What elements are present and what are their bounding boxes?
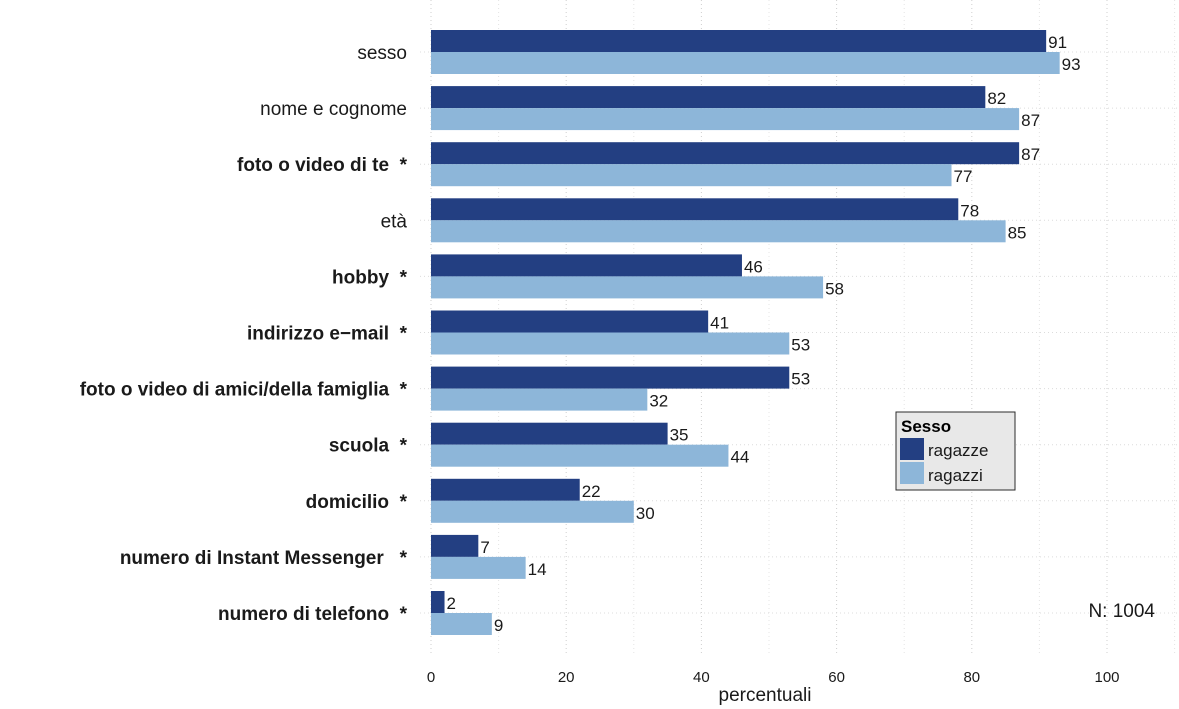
data-label-ragazze: 91 <box>1048 33 1067 52</box>
category-label: età <box>381 211 408 232</box>
bar-ragazzi <box>431 164 952 187</box>
bar-ragazzi <box>431 444 729 467</box>
category-label: sesso <box>357 43 407 64</box>
bar-ragazzi <box>431 332 790 355</box>
x-tick-label: 0 <box>427 669 435 686</box>
bar-ragazze <box>431 142 1020 165</box>
bar-ragazze <box>431 30 1047 52</box>
legend-swatch-ragazzi <box>900 462 924 484</box>
data-label-ragazzi: 30 <box>636 504 655 523</box>
category-label: scuola * <box>329 436 408 457</box>
bar-ragazze <box>431 366 790 389</box>
category-label: numero di Instant Messenger * <box>120 548 408 569</box>
bar-ragazzi <box>431 276 824 299</box>
data-label-ragazzi: 85 <box>1008 223 1027 242</box>
category-label: hobby * <box>332 267 408 288</box>
x-tick-label: 40 <box>693 669 710 686</box>
legend-label-ragazze: ragazze <box>928 441 988 460</box>
bar-ragazzi <box>431 52 1060 74</box>
data-label-ragazze: 46 <box>744 257 763 276</box>
x-tick-label: 100 <box>1094 669 1119 686</box>
data-label-ragazzi: 93 <box>1062 55 1081 74</box>
data-label-ragazzi: 14 <box>528 560 547 579</box>
x-tick-label: 20 <box>558 669 575 686</box>
legend: Sesso ragazze ragazzi <box>895 411 1016 491</box>
data-label-ragazze: 82 <box>987 89 1006 108</box>
data-label-ragazzi: 58 <box>825 279 844 298</box>
bar-ragazzi <box>431 613 492 635</box>
category-label: foto o video di amici/della famiglia * <box>80 380 408 401</box>
data-label-ragazzi: 77 <box>954 167 973 186</box>
data-label-ragazzi: 53 <box>791 336 810 355</box>
category-label: nome e cognome <box>260 99 407 120</box>
legend-title: Sesso <box>901 417 951 436</box>
sample-size-note: N: 1004 <box>1088 601 1155 622</box>
data-label-ragazzi: 9 <box>494 616 503 635</box>
data-label-ragazzi: 44 <box>730 448 749 467</box>
bar-ragazzi <box>431 220 1006 243</box>
bar-ragazze <box>431 478 580 501</box>
bar-ragazzi <box>431 556 526 579</box>
data-label-ragazze: 41 <box>710 314 729 333</box>
bar-ragazze <box>431 534 479 557</box>
category-label: numero di telefono * <box>218 604 408 625</box>
x-axis-ticks: 0 20 40 60 80 100 <box>427 669 1120 686</box>
bar-ragazze <box>431 310 709 333</box>
category-label: domicilio * <box>306 492 408 513</box>
bars <box>431 30 1060 635</box>
bar-ragazzi <box>431 388 648 411</box>
data-label-ragazze: 78 <box>960 201 979 220</box>
data-label-ragazze: 53 <box>791 370 810 389</box>
legend-swatch-ragazze <box>900 438 924 460</box>
category-labels: sesso nome e cognome foto o video di te * e… <box>80 43 408 625</box>
bar-ragazzi <box>431 500 634 523</box>
bar-ragazze <box>431 86 986 109</box>
bar-ragazze <box>431 422 668 445</box>
bar-ragazzi <box>431 108 1020 131</box>
x-tick-label: 60 <box>828 669 845 686</box>
data-label-ragazze: 35 <box>670 426 689 445</box>
legend-label-ragazzi: ragazzi <box>928 466 983 485</box>
data-label-ragazze: 7 <box>480 538 489 557</box>
data-label-ragazzi: 32 <box>649 392 668 411</box>
data-label-ragazze: 2 <box>447 594 456 613</box>
bar-ragazze <box>431 198 959 221</box>
data-label-ragazze: 87 <box>1021 145 1040 164</box>
x-tick-label: 80 <box>963 669 980 686</box>
bar-ragazze <box>431 254 742 277</box>
data-label-ragazzi: 87 <box>1021 111 1040 130</box>
bar-ragazze <box>431 591 445 613</box>
x-axis-title: percentuali <box>719 685 812 706</box>
category-label: foto o video di te * <box>237 155 408 176</box>
category-label: indirizzo e−mail * <box>247 324 408 345</box>
data-label-ragazze: 22 <box>582 482 601 501</box>
